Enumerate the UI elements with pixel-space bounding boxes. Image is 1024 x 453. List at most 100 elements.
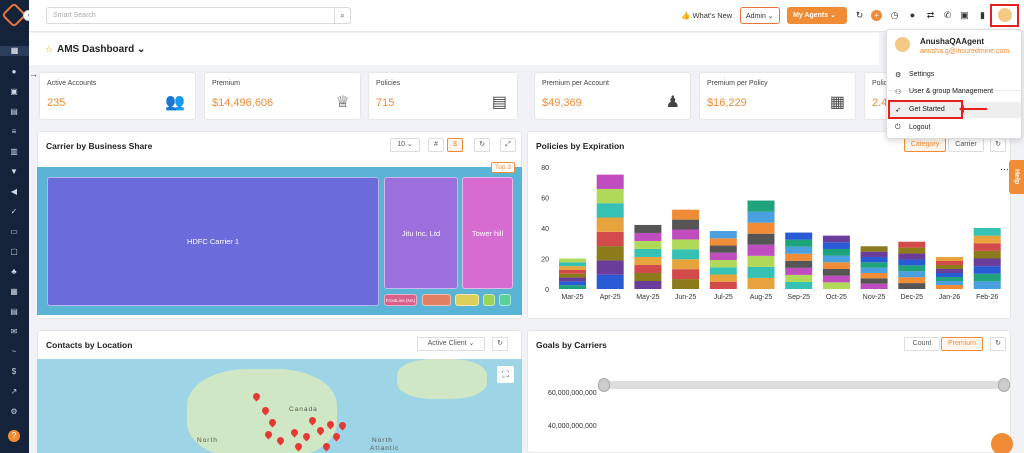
whats-new-link[interactable]: 👍 What's New — [681, 11, 732, 20]
bar-segment[interactable] — [559, 277, 586, 282]
bar-segment[interactable] — [898, 265, 926, 272]
contacts-map[interactable]: Canada North North Atlantic — [37, 359, 522, 453]
bar-segment[interactable] — [936, 260, 963, 265]
bar-segment[interactable] — [596, 231, 624, 247]
menu-item-user-group-management[interactable]: ⚇ User & group Management — [888, 84, 1021, 100]
bar-segment[interactable] — [860, 251, 888, 257]
bar-segment[interactable] — [822, 282, 850, 289]
count-toggle[interactable]: # — [428, 138, 444, 152]
bar-segment[interactable] — [898, 259, 926, 266]
bar-segment[interactable] — [936, 272, 963, 277]
bar-segment[interactable] — [559, 269, 586, 274]
bar-segment[interactable] — [709, 231, 737, 239]
bar-segment[interactable] — [672, 219, 700, 230]
sidebar-help-icon[interactable]: ? — [8, 430, 20, 442]
collapse-arrow-icon[interactable]: → — [29, 69, 38, 79]
sidebar-item-tasks-icon[interactable]: ✓ — [10, 207, 18, 216]
bar-segment[interactable] — [785, 239, 813, 247]
bar-segment[interactable] — [936, 284, 963, 289]
sidebar-item-filter-icon[interactable]: ▼ — [10, 167, 18, 176]
bar-segment[interactable] — [822, 235, 850, 243]
bar-segment[interactable] — [559, 258, 586, 263]
sidebar-item-money-icon[interactable]: $ — [11, 367, 17, 376]
user-avatar-button[interactable] — [990, 4, 1019, 27]
bar-segment[interactable] — [860, 256, 888, 263]
treemap-tile-small[interactable] — [483, 294, 495, 306]
bar-segment[interactable] — [747, 200, 775, 212]
treemap-tile-jitu[interactable]: Jitu Inc. Ltd — [384, 177, 458, 289]
bar-segment[interactable] — [634, 256, 662, 265]
bar-segment[interactable] — [672, 229, 700, 240]
sidebar-item-settings-icon[interactable]: ⚙ — [10, 407, 18, 416]
bar-segment[interactable] — [709, 238, 737, 246]
chip-icon[interactable]: ▣ — [960, 10, 969, 20]
bar-segment[interactable] — [634, 248, 662, 257]
range-slider[interactable] — [598, 378, 1010, 392]
bar-segment[interactable] — [747, 255, 775, 267]
bar-segment[interactable] — [822, 268, 850, 276]
sidebar-item-mail-icon[interactable]: ✉ — [10, 327, 18, 336]
bar-segment[interactable] — [822, 242, 850, 249]
bar-segment[interactable] — [596, 174, 624, 189]
bar-segment[interactable] — [973, 228, 1001, 236]
bar-segment[interactable] — [860, 246, 888, 252]
refresh-icon[interactable]: ↻ — [990, 138, 1006, 152]
refresh-icon[interactable]: ↻ — [474, 138, 490, 152]
bar-segment[interactable] — [672, 269, 700, 280]
bar-segment[interactable] — [973, 266, 1001, 274]
sidebar-item-folder-icon[interactable]: ▢ — [10, 247, 18, 256]
admin-select[interactable]: Admin ⌄ — [740, 7, 780, 24]
bar-segment[interactable] — [709, 260, 737, 268]
sidebar-item-handshake-icon[interactable]: ~ — [11, 347, 17, 356]
bar-segment[interactable] — [898, 283, 926, 289]
notification-bell-icon[interactable]: ● — [909, 10, 916, 20]
bar-segment[interactable] — [709, 267, 737, 275]
sidebar-item-campaign-icon[interactable]: ◀ — [10, 187, 18, 196]
bar-segment[interactable] — [860, 278, 888, 284]
bar-segment[interactable] — [672, 239, 700, 250]
bar-segment[interactable] — [634, 280, 662, 289]
bar-segment[interactable] — [860, 272, 888, 279]
bar-segment[interactable] — [747, 211, 775, 223]
bar-segment[interactable] — [898, 253, 926, 260]
bar-segment[interactable] — [822, 255, 850, 263]
treemap-tile-small[interactable] — [455, 294, 479, 306]
phone-icon[interactable]: ✆ — [943, 10, 952, 20]
bar-segment[interactable] — [596, 246, 624, 261]
bar-segment[interactable] — [898, 271, 926, 278]
treemap-tile-small[interactable] — [499, 294, 511, 306]
category-toggle[interactable]: Category — [904, 138, 946, 152]
treemap-tile-small[interactable] — [422, 294, 451, 306]
bar-segment[interactable] — [936, 268, 963, 273]
sidebar-item-notes-icon[interactable]: ▭ — [10, 227, 18, 236]
bar-segment[interactable] — [559, 273, 586, 278]
transfer-icon[interactable]: ⇄ — [926, 10, 935, 20]
search-icon[interactable]: ⌕ — [334, 7, 351, 24]
bar-segment[interactable] — [672, 249, 700, 260]
client-filter-select[interactable]: Active Client ⌄ — [417, 337, 485, 351]
my-agents-button[interactable]: My Agents ⌄ — [787, 7, 847, 24]
bar-segment[interactable] — [973, 281, 1001, 289]
carrier-toggle[interactable]: Carrier — [948, 138, 984, 152]
bar-segment[interactable] — [898, 247, 926, 254]
bar-segment[interactable] — [559, 262, 586, 267]
clock-icon[interactable]: ◷ — [890, 10, 899, 20]
sidebar-item-reports-icon[interactable]: ▥ — [10, 147, 18, 156]
treemap-tile-frontline[interactable]: FrontLine (NA) — [384, 294, 417, 306]
bar-segment[interactable] — [898, 277, 926, 284]
map-pin[interactable] — [331, 431, 342, 442]
bar-segment[interactable] — [822, 275, 850, 283]
chat-icon[interactable] — [991, 433, 1013, 453]
bar-segment[interactable] — [596, 188, 624, 204]
refresh-icon[interactable]: ↻ — [990, 337, 1006, 351]
sidebar-item-dashboard-icon[interactable]: ▦ — [0, 46, 29, 56]
menu-item-logout[interactable]: ⏻ Logout — [888, 120, 1021, 136]
sidebar-item-calendar-icon[interactable]: ▦ — [10, 287, 18, 296]
sidebar-item-list-icon[interactable]: ≡ — [11, 127, 17, 136]
bar-segment[interactable] — [747, 222, 775, 234]
sidebar-item-docs-icon[interactable]: ▤ — [10, 307, 18, 316]
bar-segment[interactable] — [634, 232, 662, 241]
bar-segment[interactable] — [672, 209, 700, 220]
bar-segment[interactable] — [936, 280, 963, 285]
map-pin[interactable] — [337, 420, 348, 431]
